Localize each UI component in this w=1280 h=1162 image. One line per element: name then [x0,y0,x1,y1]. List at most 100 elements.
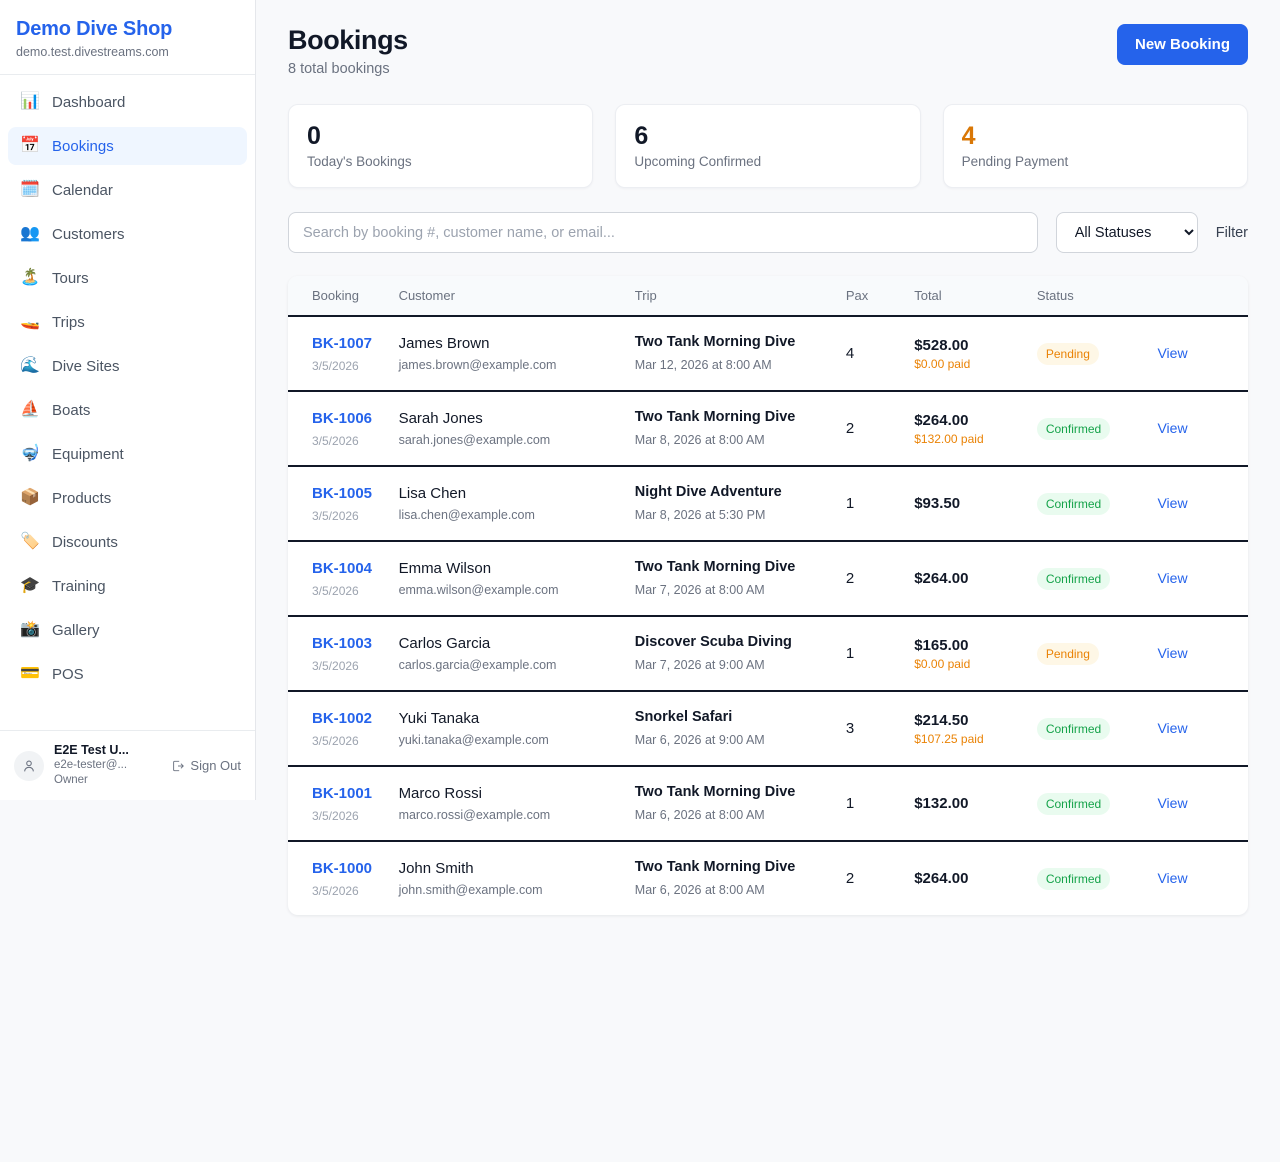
view-link[interactable]: View [1157,495,1188,511]
package-icon: 📦 [20,489,40,506]
trip-date: Mar 7, 2026 at 9:00 AM [634,658,765,672]
cell-pax: 2 [845,870,855,887]
cell-action: View [1157,841,1248,915]
view-link[interactable]: View [1157,870,1188,886]
cell-customer: Lisa Chen lisa.chen@example.com [398,466,635,542]
status-badge: Confirmed [1036,867,1111,890]
sidebar-item-products[interactable]: 📦 Products [8,479,247,517]
page-subtitle: 8 total bookings [288,61,390,77]
sidebar-item-trips[interactable]: 🚤 Trips [8,303,247,341]
booking-id-link[interactable]: BK-1006 [312,410,373,427]
sidebar-item-calendar[interactable]: 🗓️ Calendar [8,171,247,209]
cell-action: View [1157,616,1248,692]
sidebar-item-label: Dive Sites [52,357,120,375]
filters-bar: All StatusesPendingConfirmedCancelledCom… [288,212,1248,253]
booking-id-link[interactable]: BK-1003 [312,635,373,652]
page-title: Bookings [288,25,408,55]
cell-booking: BK-1000 3/5/2026 [288,841,399,915]
status-filter-select[interactable]: All StatusesPendingConfirmedCancelledCom… [1055,212,1198,253]
view-link[interactable]: View [1157,420,1188,436]
cell-trip: Two Tank Morning Dive Mar 6, 2026 at 8:00… [634,766,846,842]
customer-email: sarah.jones@example.com [398,432,551,447]
trip-name: Two Tank Morning Dive [634,859,796,875]
cell-total: $264.00 [914,541,1037,617]
table-row[interactable]: BK-1005 3/5/2026 Lisa Chen lisa.chen@exampl… [288,466,1248,542]
cell-trip: Night Dive Adventure Mar 8, 2026 at 5:30 … [634,466,846,542]
trip-date: Mar 8, 2026 at 8:00 AM [634,433,765,447]
page-header: Bookings 8 total bookings New Booking [288,24,1248,77]
search-input[interactable] [288,212,1038,253]
table-row[interactable]: BK-1006 3/5/2026 Sarah Jones sarah.jones@ex… [288,391,1248,467]
sidebar-item-dive-sites[interactable]: 🌊 Dive Sites [8,347,247,385]
trip-date: Mar 6, 2026 at 8:00 AM [634,883,765,897]
sidebar-item-boats[interactable]: ⛵ Boats [8,391,247,429]
booking-id-link[interactable]: BK-1001 [312,785,373,802]
table-row[interactable]: BK-1004 3/5/2026 Emma Wilson emma.wilson@ex… [288,541,1248,617]
cell-pax: 4 [845,316,915,392]
sidebar-item-equipment[interactable]: 🤿 Equipment [8,435,247,473]
table-header-row: Booking Customer Trip Pax Total Status [288,276,1248,317]
table-row[interactable]: BK-1000 3/5/2026 John Smith john.smith@exam… [288,841,1248,915]
sidebar-item-training[interactable]: 🎓 Training [8,567,247,605]
stat-card: 6 Upcoming Confirmed [615,104,921,188]
cell-customer: Carlos Garcia carlos.garcia@example.com [398,616,635,692]
trip-name: Night Dive Adventure [634,484,782,500]
column-header: Total [914,276,1037,317]
table-row[interactable]: BK-1007 3/5/2026 James Brown james.brown@ex… [288,316,1248,392]
sidebar-item-discounts[interactable]: 🏷️ Discounts [8,523,247,561]
cell-status: Confirmed [1036,766,1158,842]
status-badge: Confirmed [1036,717,1111,740]
sidebar-item-gallery[interactable]: 📸 Gallery [8,611,247,649]
total-amount: $165.00 [914,636,969,654]
view-link[interactable]: View [1157,645,1188,661]
booking-id-link[interactable]: BK-1004 [312,560,373,577]
avatar [14,750,44,781]
cell-booking: BK-1005 3/5/2026 [288,466,399,542]
sidebar-item-pos[interactable]: 💳 POS [8,655,247,693]
bookings-table-card: Booking Customer Trip Pax Total Status BK-100… [288,276,1248,915]
camera-icon: 📸 [20,621,40,638]
view-link[interactable]: View [1157,795,1188,811]
booking-id-link[interactable]: BK-1007 [312,335,373,352]
table-head: Booking Customer Trip Pax Total Status [288,276,1248,317]
new-booking-button[interactable]: New Booking [1116,24,1248,65]
total-amount: $264.00 [914,411,969,429]
trip-name: Discover Scuba Diving [634,634,792,650]
view-link[interactable]: View [1157,570,1188,586]
status-badge: Confirmed [1036,492,1111,515]
cell-action: View [1157,691,1248,767]
speedboat-icon: 🚤 [20,313,40,330]
customer-email: yuki.tanaka@example.com [398,732,549,747]
sidebar-item-dashboard[interactable]: 📊 Dashboard [8,83,247,121]
cell-pax: 2 [845,541,915,617]
cell-total: $132.00 [914,766,1037,842]
table-row[interactable]: BK-1002 3/5/2026 Yuki Tanaka yuki.tanaka@ex… [288,691,1248,767]
filter-button[interactable]: Filter [1215,224,1248,241]
booking-date: 3/5/2026 [312,884,359,898]
booking-id-link[interactable]: BK-1000 [312,860,373,877]
booking-date: 3/5/2026 [312,584,359,598]
trip-date: Mar 6, 2026 at 9:00 AM [634,733,765,747]
sidebar-item-tours[interactable]: 🏝️ Tours [8,259,247,297]
view-link[interactable]: View [1157,720,1188,736]
customer-email: carlos.garcia@example.com [398,657,557,672]
table-row[interactable]: BK-1003 3/5/2026 Carlos Garcia carlos.garci… [288,616,1248,692]
sidebar-item-bookings[interactable]: 📅 Bookings [8,127,247,165]
booking-id-link[interactable]: BK-1002 [312,710,373,727]
sidebar-item-customers[interactable]: 👥 Customers [8,215,247,253]
table-body: BK-1007 3/5/2026 James Brown james.brown@ex… [288,316,1248,915]
status-badge: Confirmed [1036,567,1111,590]
table-row[interactable]: BK-1001 3/5/2026 Marco Rossi marco.rossi@ex… [288,766,1248,842]
booking-id-link[interactable]: BK-1005 [312,485,373,502]
sidebar-item-label: Dashboard [52,93,126,111]
sidebar-item-label: POS [52,665,84,683]
cell-trip: Two Tank Morning Dive Mar 7, 2026 at 8:00… [634,541,846,617]
sidebar-item-label: Equipment [52,445,124,463]
cell-customer: James Brown james.brown@example.com [398,316,635,392]
cell-status: Pending [1036,316,1158,392]
view-link[interactable]: View [1157,345,1188,361]
customer-name: Yuki Tanaka [398,709,480,727]
sign-out-button[interactable]: Sign Out [171,758,241,773]
cell-total: $264.00 [914,841,1037,915]
booking-date: 3/5/2026 [312,434,359,448]
